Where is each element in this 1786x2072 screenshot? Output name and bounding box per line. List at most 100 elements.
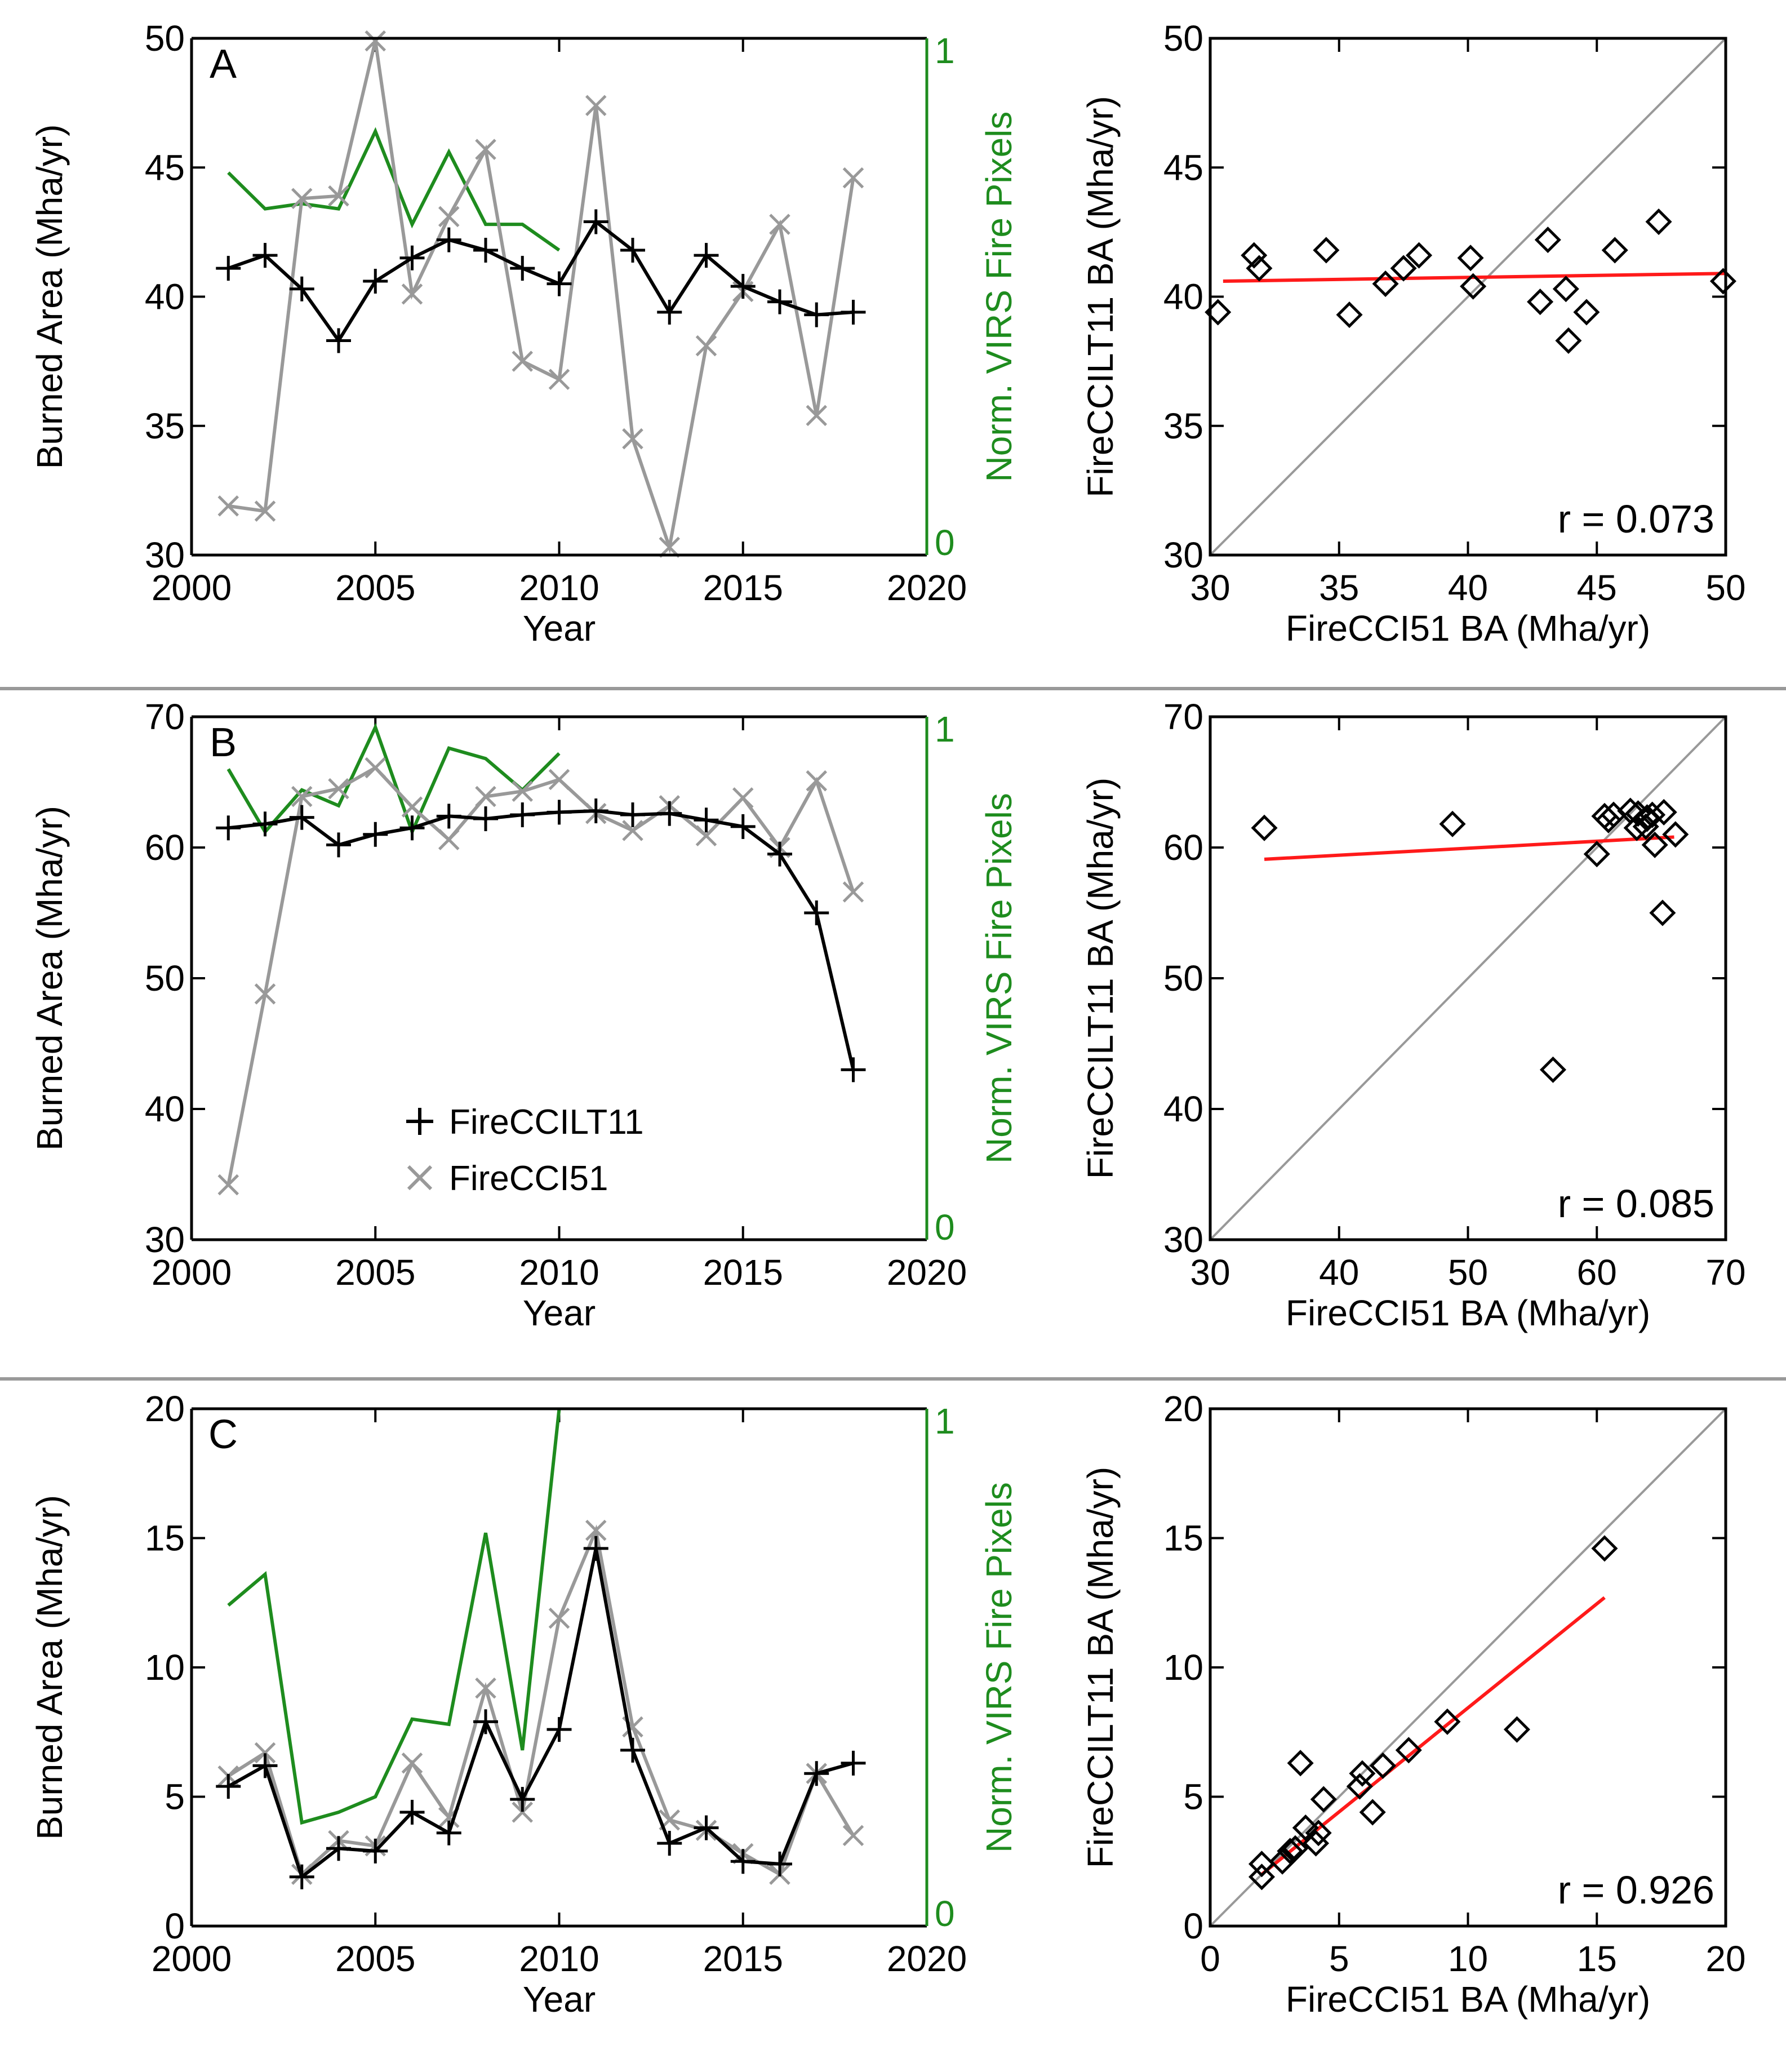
firecci51-point <box>365 30 386 52</box>
y-axis-label: Burned Area (Mha/yr) <box>29 1495 70 1840</box>
firecci51-point-b <box>328 778 349 800</box>
y2-axis-label: Norm. VIRS Fire Pixels <box>979 793 1019 1164</box>
fireccilt11-point <box>473 237 498 263</box>
firecci51-point <box>622 428 643 450</box>
panel-letter: C <box>208 1412 238 1457</box>
firecci51-point <box>401 1752 423 1774</box>
regression-line <box>1264 835 1674 861</box>
firecci51-point <box>475 786 496 807</box>
x-tick-label: 40 <box>1448 567 1488 608</box>
x-tick-label: 30 <box>1190 1252 1230 1293</box>
fireccilt11-point <box>216 256 241 281</box>
scatter-point <box>1632 813 1659 840</box>
fireccilt11-point <box>730 1849 756 1874</box>
x-tick-label: 2015 <box>703 1252 783 1293</box>
x-tick-label: 2005 <box>335 1938 415 1979</box>
identity-line <box>1209 1408 1727 1927</box>
scatter-point <box>1709 268 1736 295</box>
fireccilt11-point <box>547 800 572 825</box>
scatter-point <box>1282 1835 1309 1862</box>
scatter-point <box>1248 1851 1276 1878</box>
firecci51-point-b <box>512 780 534 802</box>
fireccilt11-point <box>620 237 645 263</box>
firecci51-point <box>291 188 313 210</box>
scatter-point <box>1601 237 1628 264</box>
firecci51-point <box>217 495 239 517</box>
scatter-point <box>1372 270 1399 298</box>
firecci51-point <box>512 780 534 802</box>
firecci51-point <box>291 786 313 807</box>
fireccilt11-point <box>510 802 535 827</box>
fireccilt11-point <box>730 814 756 839</box>
firecci51-point-b <box>622 428 643 450</box>
fireccilt11-point <box>436 227 461 252</box>
x-tick-label: 2020 <box>887 567 967 608</box>
firecci51-point <box>806 770 828 792</box>
fireccilt11-point <box>841 300 866 325</box>
fireccilt11-point <box>657 300 682 325</box>
y-tick-label: 35 <box>145 406 185 446</box>
fireccilt11-point <box>399 1800 425 1825</box>
x-tick-label: 2010 <box>519 1938 599 1979</box>
fireccilt11-point <box>767 841 792 867</box>
firecci51-point <box>548 769 570 791</box>
firecci51-point-b <box>475 1677 496 1699</box>
fireccilt11-point <box>657 1831 682 1856</box>
firecci51-point <box>365 757 386 779</box>
firecci51-point-b <box>806 770 828 792</box>
y-tick-label: 45 <box>145 147 185 188</box>
fireccilt11-point <box>399 815 425 841</box>
scatter-point <box>1269 1848 1296 1875</box>
firecci51-point-b <box>695 825 717 846</box>
scatter-frame <box>1209 37 1727 557</box>
x-axis-label: FireCCI51 BA (Mha/yr) <box>1286 608 1650 649</box>
firecci51-point-b <box>291 786 313 807</box>
fireccilt11-point <box>694 1815 719 1840</box>
fireccilt11-point <box>326 832 351 858</box>
y-axis-label: FireCCILT11 BA (Mha/yr) <box>1080 1467 1121 1868</box>
y-tick-label: 5 <box>1183 1777 1203 1817</box>
fireccilt11-point <box>252 243 278 268</box>
firecci51-line <box>226 765 855 1186</box>
r-annotation: r = 0.926 <box>1558 1868 1714 1912</box>
fireccilt11-point <box>547 271 572 296</box>
scatter-point <box>1583 841 1610 868</box>
scatter-point <box>1251 814 1278 841</box>
legend-label-firecci51: FireCCI51 <box>449 1159 608 1198</box>
firecci51-point <box>328 778 349 800</box>
x-tick-label: 35 <box>1319 567 1359 608</box>
firecci51-point <box>842 1825 864 1847</box>
fireccilt11-point <box>252 811 278 837</box>
y-tick-label: 30 <box>145 535 185 575</box>
x-tick-label: 15 <box>1577 1938 1617 1979</box>
y-tick-label: 20 <box>1163 1388 1203 1429</box>
fireccilt11-point <box>510 256 535 281</box>
r-annotation: r = 0.073 <box>1558 497 1714 541</box>
y-tick-label: 20 <box>145 1388 185 1429</box>
fireccilt11-point <box>252 1753 278 1778</box>
scatter-point <box>1241 242 1268 269</box>
x-axis-label: Year <box>523 608 596 649</box>
legend-marker-fireccilt11 <box>406 1108 433 1135</box>
scatter-point <box>1650 798 1677 826</box>
y2-axis-label: Norm. VIRS Fire Pixels <box>979 1482 1019 1853</box>
firecci51-point-b <box>695 335 717 357</box>
scatter-frame <box>1209 715 1727 1241</box>
scatter-point <box>1310 1786 1337 1813</box>
scatter-point <box>1555 327 1582 354</box>
firecci51-line <box>228 40 855 554</box>
firecci51-point-b <box>548 369 570 390</box>
x-tick-label: 0 <box>1200 1938 1220 1979</box>
firecci51-point <box>548 1608 570 1629</box>
firecci51-point-b <box>365 757 386 779</box>
firecci51-point-b <box>622 820 643 841</box>
y-tick-label: 60 <box>1163 827 1203 868</box>
x-tick-label: 10 <box>1448 1938 1488 1979</box>
firecci51-point-b <box>475 786 496 807</box>
firecci51-point-b <box>328 185 349 207</box>
y2-tick-label: 0 <box>935 522 955 563</box>
fireccilt11-point <box>841 1057 866 1082</box>
firecci51-point <box>512 1802 534 1823</box>
